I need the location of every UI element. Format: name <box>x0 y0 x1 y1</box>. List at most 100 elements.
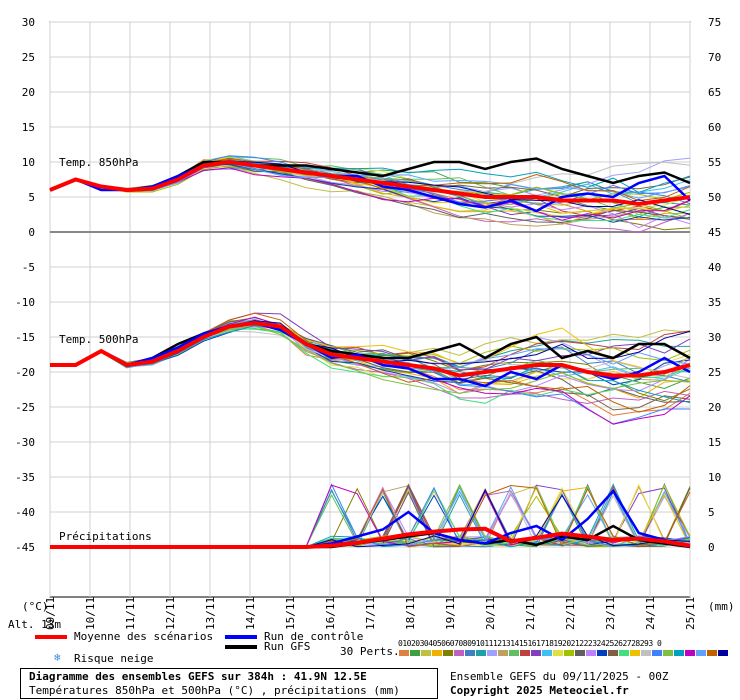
legend-mean-swatch <box>35 635 67 639</box>
left-tick-label: 20 <box>22 86 35 99</box>
pert-swatch <box>531 650 541 656</box>
date-tick-label: 19/11 <box>444 597 457 630</box>
pert-swatch <box>696 650 706 656</box>
snowflake-icon: ❄ <box>54 651 61 664</box>
left-axis-unit: (°C) <box>22 600 49 613</box>
legend-gfs-label: Run GFS <box>264 640 311 653</box>
right-tick-label: 70 <box>708 51 721 64</box>
left-tick-label: -30 <box>15 436 35 449</box>
right-axis-unit: (mm) <box>708 600 735 613</box>
pert-swatch <box>575 650 585 656</box>
chart-grid <box>49 21 691 598</box>
panel-label-t850: Temp. 850hPa <box>59 156 138 169</box>
legend-control-swatch <box>225 635 257 639</box>
pert-swatch <box>718 650 728 656</box>
left-tick-label: -5 <box>22 261 35 274</box>
pert-swatch <box>553 650 563 656</box>
pert-numbers: 0102030405060708091011121314151617181920… <box>398 639 662 648</box>
pert-swatch <box>674 650 684 656</box>
right-tick-label: 5 <box>708 506 715 519</box>
pert-swatch <box>399 650 409 656</box>
pert-swatch <box>597 650 607 656</box>
pert-swatch <box>443 650 453 656</box>
date-tick-label: 15/11 <box>284 597 297 630</box>
right-tick-label: 25 <box>708 366 721 379</box>
right-tick-label: 60 <box>708 121 721 134</box>
date-tick-label: 18/11 <box>404 597 417 630</box>
date-tick-label: 25/11 <box>684 597 697 630</box>
date-tick-label: 23/11 <box>604 597 617 630</box>
panel-label-precip: Précipitations <box>59 530 152 543</box>
pert-swatch <box>465 650 475 656</box>
info-title: Diagramme des ensembles GEFS sur 384h : … <box>29 670 367 683</box>
pert-swatch <box>520 650 530 656</box>
pert-swatch <box>586 650 596 656</box>
pert-swatch <box>641 650 651 656</box>
date-tick-label: 24/11 <box>644 597 657 630</box>
right-tick-label: 40 <box>708 261 721 274</box>
date-tick-label: 21/11 <box>524 597 537 630</box>
pert-swatch <box>630 650 640 656</box>
left-tick-label: 15 <box>22 121 35 134</box>
right-tick-label: 65 <box>708 86 721 99</box>
right-tick-label: 45 <box>708 226 721 239</box>
left-tick-label: 5 <box>28 191 35 204</box>
date-tick-label: 22/11 <box>564 597 577 630</box>
left-tick-label: -25 <box>15 401 35 414</box>
pert-swatch <box>652 650 662 656</box>
legend-snow-label: Risque neige <box>74 652 154 665</box>
left-tick-label: -45 <box>15 541 35 554</box>
date-tick-label: 16/11 <box>324 597 337 630</box>
right-tick-label: 55 <box>708 156 721 169</box>
pert-swatch <box>421 650 431 656</box>
pert-swatch <box>542 650 552 656</box>
info-run: Ensemble GEFS du 09/11/2025 - 00Z <box>450 670 669 683</box>
date-tick-label: 11/11 <box>124 597 137 630</box>
pert-swatch <box>619 650 629 656</box>
altitude-label: Alt. 13m <box>8 618 61 631</box>
left-tick-label: 30 <box>22 16 35 29</box>
right-tick-label: 15 <box>708 436 721 449</box>
date-tick-label: 17/11 <box>364 597 377 630</box>
right-tick-label: 75 <box>708 16 721 29</box>
left-tick-label: 0 <box>28 226 35 239</box>
pert-swatch <box>432 650 442 656</box>
left-tick-label: -10 <box>15 296 35 309</box>
pert-swatch <box>476 650 486 656</box>
pert-swatch <box>509 650 519 656</box>
pert-swatch <box>498 650 508 656</box>
pert-swatch <box>608 650 618 656</box>
pert-swatch <box>663 650 673 656</box>
legend-perts-label: 30 Perts. <box>340 645 400 658</box>
pert-swatch <box>487 650 497 656</box>
series-line-t500 <box>50 320 691 378</box>
right-tick-label: 50 <box>708 191 721 204</box>
right-tick-label: 30 <box>708 331 721 344</box>
right-tick-label: 0 <box>708 541 715 554</box>
date-tick-label: 14/11 <box>244 597 257 630</box>
left-tick-label: -40 <box>15 506 35 519</box>
date-axis-ticks: 09/11 10/11 11/11 12/11 13/11 14/11 15/11 16/11… <box>44 597 697 630</box>
right-tick-label: 10 <box>708 471 721 484</box>
left-tick-label: -15 <box>15 331 35 344</box>
legend-control-label: Run de contrôle <box>264 630 364 643</box>
panel-label-t500: Temp. 500hPa <box>59 333 138 346</box>
date-tick-label: 10/11 <box>84 597 97 630</box>
series-line-precip <box>50 526 691 549</box>
legend-mean-label: Moyenne des scénarios <box>74 630 214 643</box>
info-box <box>20 668 438 699</box>
date-tick-label: 20/11 <box>484 597 497 630</box>
pert-swatch <box>454 650 464 656</box>
date-tick-label: 09/11 <box>44 597 57 630</box>
left-tick-label: -20 <box>15 366 35 379</box>
right-tick-label: 20 <box>708 401 721 414</box>
left-tick-label: 10 <box>22 156 35 169</box>
left-tick-label: 25 <box>22 51 35 64</box>
series-line-t850 <box>49 159 691 207</box>
left-axis-ticks: 30 25 20 15 10 5 0 -5 -10 -15 -20 -25 -30 -35 -40 -45 <box>15 16 35 554</box>
pert-swatch <box>410 650 420 656</box>
legend-gfs-swatch <box>225 645 257 649</box>
date-tick-label: 13/11 <box>204 597 217 630</box>
